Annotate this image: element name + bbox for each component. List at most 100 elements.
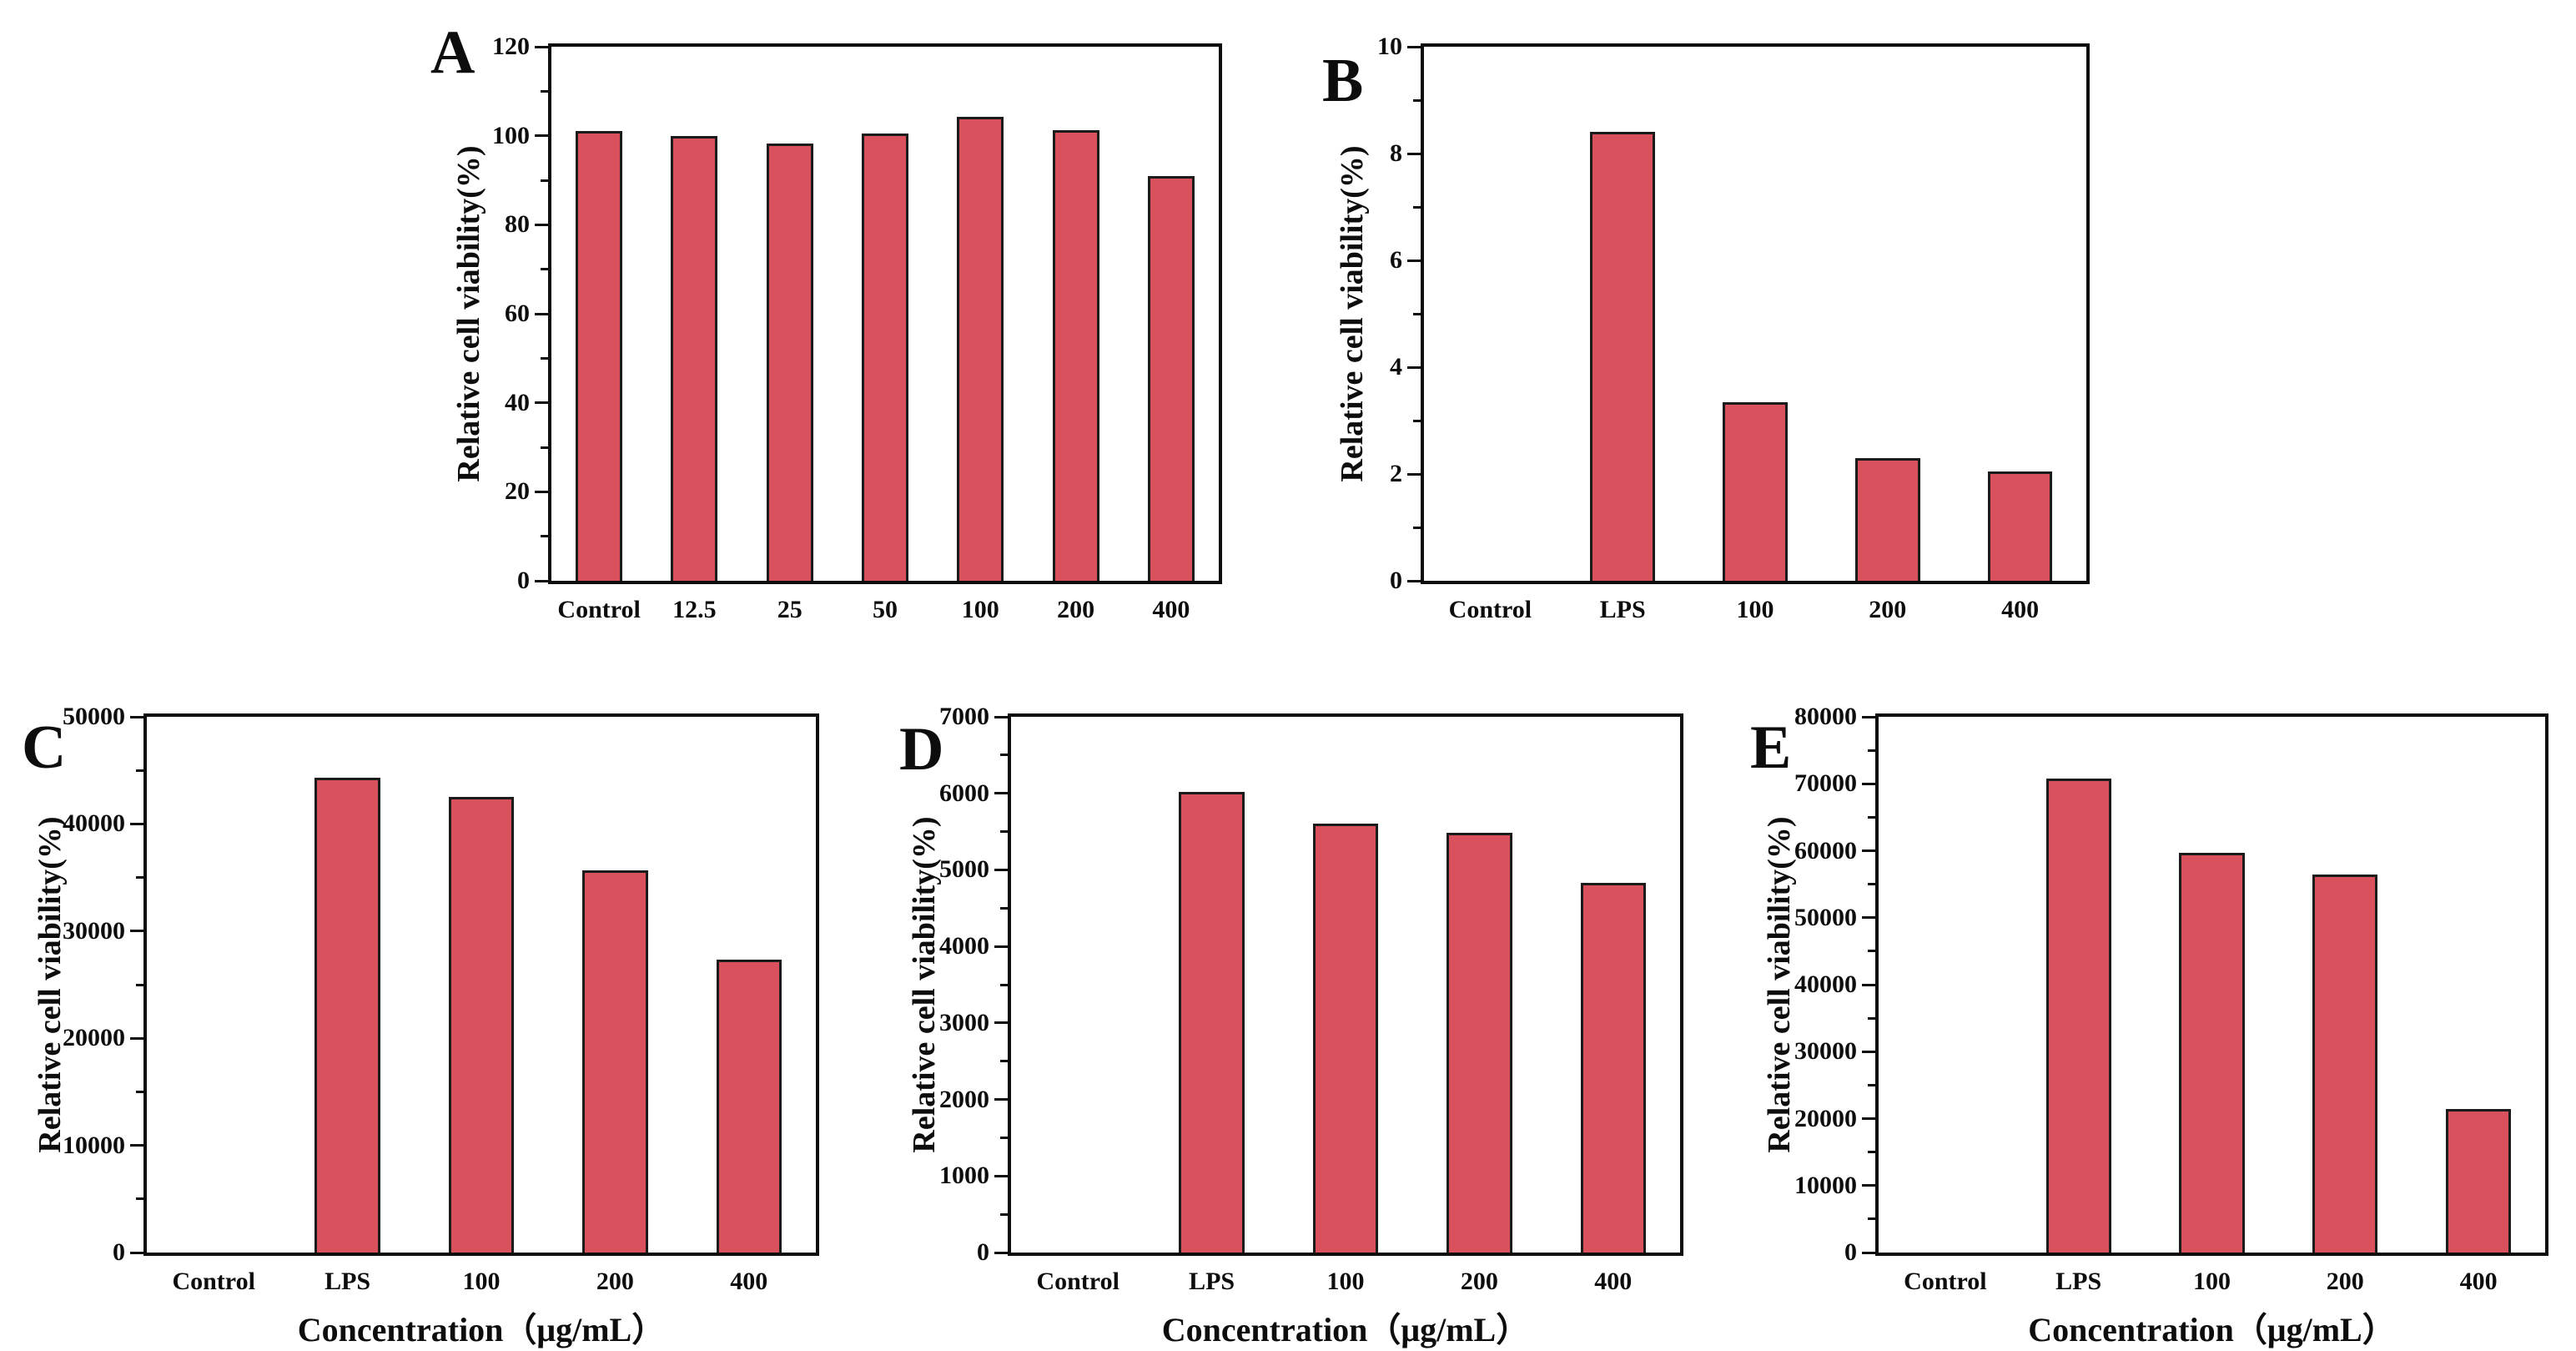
y-minor-tick (1413, 419, 1421, 422)
x-tick-label: 100 (2193, 1268, 2231, 1295)
y-major-tick (1407, 45, 1421, 48)
panel-label-a: A (430, 18, 475, 87)
bar-100 (957, 116, 1004, 581)
y-minor-tick (541, 268, 548, 271)
x-tick-label: 200 (596, 1268, 634, 1295)
y-major-tick (1862, 715, 1875, 718)
bar-25 (766, 143, 813, 581)
y-tick-label: 0 (113, 1238, 125, 1266)
x-tick-label: Control (1448, 596, 1532, 623)
bar-400 (1987, 471, 2053, 581)
y-major-tick (1862, 782, 1875, 785)
bar-100 (1312, 824, 1379, 1253)
y-minor-tick (1000, 1212, 1008, 1216)
y-major-tick (535, 401, 548, 405)
y-tick-label: 4000 (939, 932, 989, 960)
x-tick-label: 100 (961, 596, 999, 623)
x-axis-title: Concentration（μg/mL） (2028, 1311, 2396, 1348)
y-major-tick (1862, 1050, 1875, 1053)
y-tick-label: 70000 (1794, 769, 1857, 798)
y-major-tick (535, 223, 548, 226)
plot-area: 0 10000 20000 30000 40000 50000 60000 70000 8000… (1794, 703, 2548, 1295)
y-minor-tick (541, 89, 548, 93)
y-major-tick (130, 1251, 143, 1254)
y-minor-tick (541, 179, 548, 182)
x-tick-label: 50 (873, 596, 898, 623)
bar-200 (582, 870, 648, 1253)
y-major-tick (130, 930, 143, 933)
y-minor-tick (1868, 749, 1875, 752)
bar-lps (2045, 778, 2111, 1253)
x-tick-label: 100 (1326, 1268, 1365, 1295)
y-tick-label: 8 (1390, 139, 1402, 167)
plot-area: 0 10000 20000 30000 40000 50000 Control LPS 100 2… (63, 703, 819, 1295)
y-major-tick (994, 868, 1008, 871)
y-major-tick (994, 1174, 1008, 1177)
x-axis-title: Concentration（μg/mL） (1161, 1311, 1530, 1348)
y-major-tick (535, 134, 548, 138)
y-tick-label: 40000 (1794, 970, 1857, 998)
y-major-tick (994, 1021, 1008, 1025)
y-axis-title: Relative cell viability(%) (451, 145, 486, 482)
y-tick-label: 6000 (939, 779, 989, 807)
bar-400 (2445, 1109, 2512, 1253)
y-tick-label: 100 (492, 121, 530, 149)
y-major-tick (130, 1144, 143, 1147)
bar-400 (716, 960, 782, 1253)
y-tick-label: 0 (977, 1238, 989, 1266)
y-axis-title: Relative cell viability(%) (1335, 145, 1370, 482)
x-tick-label: 200 (1057, 596, 1095, 623)
bar-control (576, 131, 623, 581)
bar-50 (862, 134, 908, 581)
y-major-tick (1862, 1251, 1875, 1254)
y-tick-label: 80 (505, 210, 530, 239)
x-tick-label: 400 (1594, 1268, 1633, 1295)
y-tick-label: 1000 (939, 1162, 989, 1190)
y-tick-label: 60 (505, 300, 530, 327)
y-tick-label: 4 (1390, 353, 1402, 381)
y-tick-label: 10 (1377, 33, 1402, 60)
y-tick-label: 60000 (1794, 836, 1857, 865)
y-minor-tick (1000, 1060, 1008, 1063)
y-tick-label: 2000 (939, 1085, 989, 1113)
bar-100 (1723, 401, 1788, 581)
y-minor-tick (1000, 1136, 1008, 1139)
y-tick-label: 2 (1390, 460, 1402, 487)
y-tick-label: 20000 (63, 1024, 125, 1052)
y-tick-label: 120 (492, 33, 530, 60)
bar-100 (2179, 852, 2245, 1253)
bar-200 (2312, 875, 2378, 1253)
bar-200 (1446, 833, 1512, 1253)
y-tick-label: 0 (1390, 567, 1402, 594)
y-major-tick (1862, 1117, 1875, 1120)
x-tick-label: 400 (730, 1268, 768, 1295)
y-axis-title: Relative cell viability(%) (1762, 816, 1797, 1153)
x-axis-title: Concentration（μg/mL） (297, 1311, 666, 1348)
panel-label-d: D (899, 715, 944, 784)
x-tick-label: 25 (777, 596, 802, 623)
y-tick-label: 0 (517, 567, 530, 594)
y-major-tick (535, 579, 548, 582)
y-major-tick (1407, 579, 1421, 582)
y-tick-label: 10000 (63, 1131, 125, 1159)
x-tick-label: 400 (1152, 596, 1190, 623)
x-tick-label: 200 (1869, 596, 1907, 623)
bar-200 (1854, 457, 1920, 581)
y-minor-tick (1000, 754, 1008, 757)
x-tick-label: 100 (462, 1268, 501, 1295)
y-major-tick (994, 1251, 1008, 1254)
panel-label-b: B (1322, 47, 1364, 115)
y-minor-tick (541, 535, 548, 538)
y-minor-tick (136, 1197, 143, 1201)
y-minor-tick (1868, 1016, 1875, 1020)
y-minor-tick (1868, 883, 1875, 886)
bar-400 (1580, 883, 1647, 1253)
y-major-tick (994, 1098, 1008, 1101)
x-tick-label: 200 (1460, 1268, 1498, 1295)
y-tick-label: 50000 (63, 703, 125, 730)
x-tick-label: 400 (2001, 596, 2040, 623)
y-minor-tick (541, 446, 548, 449)
y-minor-tick (1413, 312, 1421, 315)
y-minor-tick (1000, 906, 1008, 910)
panel-label-c: C (22, 713, 67, 782)
